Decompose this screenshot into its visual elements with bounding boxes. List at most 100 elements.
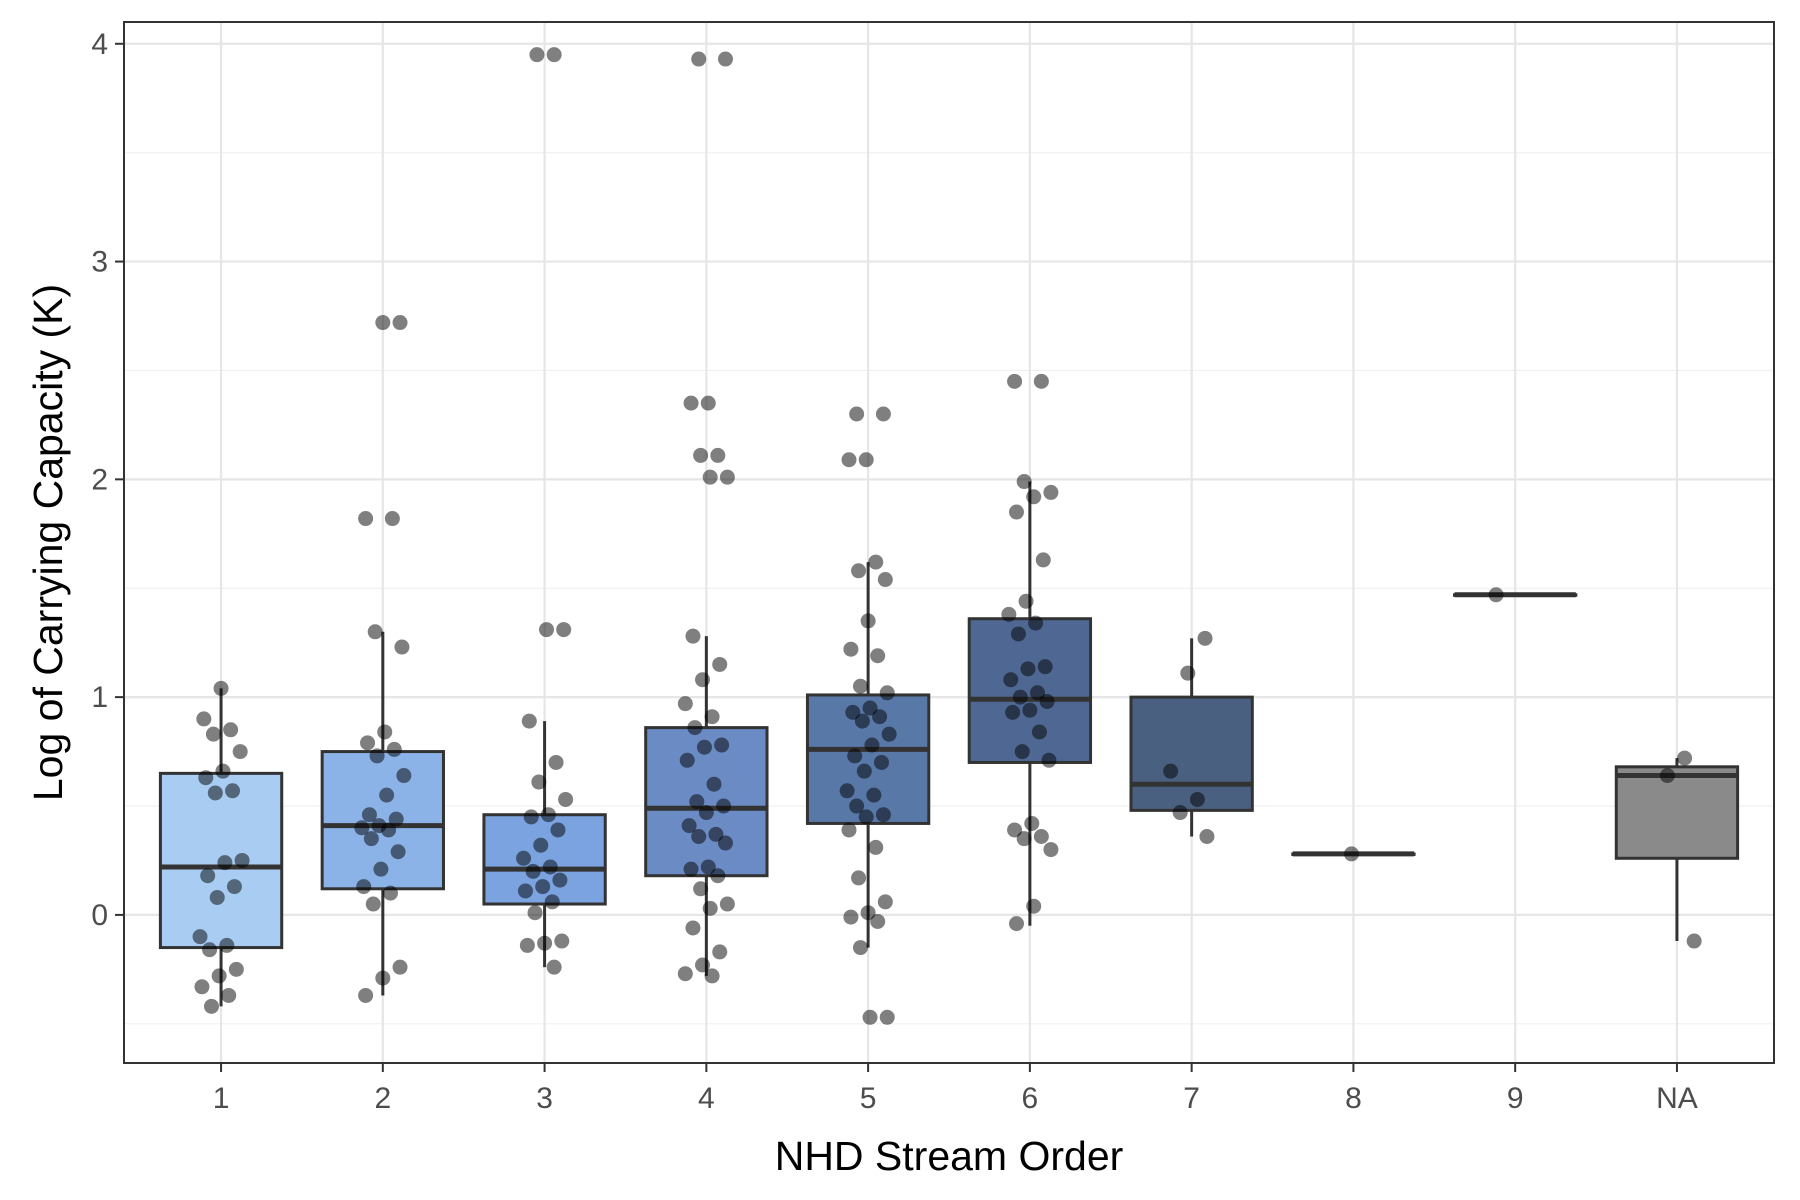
data-point bbox=[879, 1009, 895, 1025]
data-point bbox=[879, 685, 895, 701]
data-point bbox=[687, 720, 703, 736]
data-point bbox=[681, 818, 697, 834]
data-point bbox=[696, 739, 712, 755]
data-point bbox=[860, 905, 876, 921]
data-point bbox=[1043, 842, 1059, 858]
data-point bbox=[194, 979, 210, 995]
data-point bbox=[192, 929, 208, 945]
box-body bbox=[1129, 695, 1254, 812]
data-point bbox=[209, 889, 225, 905]
data-point bbox=[384, 511, 400, 527]
box-NA bbox=[1614, 758, 1740, 942]
data-point bbox=[200, 868, 216, 884]
data-point bbox=[358, 511, 374, 527]
data-point bbox=[849, 406, 865, 422]
box-2 bbox=[320, 631, 445, 996]
data-point bbox=[875, 406, 891, 422]
data-point bbox=[1197, 630, 1213, 646]
data-point bbox=[228, 961, 244, 977]
data-point bbox=[358, 987, 374, 1003]
y-axis-title: Log of Carrying Capacity (K) bbox=[25, 284, 71, 801]
data-point bbox=[521, 713, 537, 729]
data-point bbox=[394, 639, 410, 655]
data-point bbox=[552, 872, 568, 888]
data-point bbox=[1163, 763, 1179, 779]
y-tick-label: 3 bbox=[91, 246, 108, 279]
data-point bbox=[234, 852, 250, 868]
data-point bbox=[1172, 805, 1188, 821]
data-point bbox=[877, 572, 893, 588]
data-point bbox=[1010, 626, 1026, 642]
data-point bbox=[367, 624, 383, 640]
data-point bbox=[223, 722, 239, 738]
data-point bbox=[843, 909, 859, 925]
data-point bbox=[875, 807, 891, 823]
data-point bbox=[1022, 702, 1038, 718]
data-point bbox=[841, 452, 857, 468]
box-body bbox=[482, 813, 607, 906]
data-point bbox=[864, 737, 880, 753]
data-point bbox=[373, 861, 389, 877]
data-point bbox=[849, 798, 865, 814]
data-point bbox=[1037, 659, 1053, 675]
data-point bbox=[719, 469, 735, 485]
data-point bbox=[360, 735, 376, 751]
x-tick-label: 9 bbox=[1507, 1082, 1524, 1115]
data-point bbox=[202, 942, 218, 958]
data-point bbox=[708, 826, 724, 842]
data-point bbox=[217, 855, 233, 871]
data-point bbox=[215, 763, 231, 779]
data-point bbox=[1033, 373, 1049, 389]
data-point bbox=[375, 315, 391, 331]
data-point bbox=[529, 47, 545, 63]
y-tick-label: 2 bbox=[91, 463, 108, 496]
data-point bbox=[856, 763, 872, 779]
data-point bbox=[221, 987, 237, 1003]
data-point bbox=[862, 700, 878, 716]
data-point bbox=[556, 622, 572, 638]
data-point bbox=[710, 868, 726, 884]
panel-border bbox=[123, 21, 1775, 1064]
data-point bbox=[841, 822, 857, 838]
data-point bbox=[677, 696, 693, 712]
data-point bbox=[683, 861, 699, 877]
data-point bbox=[881, 726, 897, 742]
data-point bbox=[1686, 933, 1702, 949]
data-point bbox=[392, 315, 408, 331]
data-point bbox=[1677, 750, 1693, 766]
data-point bbox=[219, 937, 235, 953]
data-point bbox=[852, 678, 868, 694]
data-point bbox=[877, 894, 893, 910]
y-tick-label: 1 bbox=[91, 681, 108, 714]
data-point bbox=[1030, 685, 1046, 701]
data-point bbox=[1041, 752, 1057, 768]
data-point bbox=[677, 966, 693, 982]
data-point bbox=[714, 737, 730, 753]
data-point bbox=[527, 905, 543, 921]
data-point bbox=[1344, 846, 1359, 862]
data-point bbox=[533, 837, 549, 853]
x-tick-label: 2 bbox=[374, 1082, 391, 1115]
data-point bbox=[868, 839, 884, 855]
data-point bbox=[702, 469, 718, 485]
data-point bbox=[213, 680, 229, 696]
data-point bbox=[196, 711, 212, 727]
x-axis: 1 2 3 4 5 6 7 8 9 NA bbox=[213, 1063, 1698, 1115]
box-9 bbox=[1453, 592, 1578, 598]
data-point bbox=[858, 452, 874, 468]
data-point bbox=[540, 807, 556, 823]
data-point bbox=[852, 940, 868, 956]
data-point bbox=[1039, 693, 1055, 709]
data-point bbox=[691, 829, 707, 845]
data-point bbox=[685, 628, 701, 644]
data-point bbox=[1180, 665, 1196, 681]
data-point bbox=[693, 881, 709, 897]
y-tick-label: 0 bbox=[91, 899, 108, 932]
data-point bbox=[535, 879, 551, 895]
data-point bbox=[1016, 474, 1032, 490]
data-point bbox=[704, 709, 720, 725]
data-point bbox=[544, 894, 560, 910]
data-point bbox=[546, 959, 562, 975]
data-point bbox=[1488, 587, 1504, 603]
data-point bbox=[1014, 744, 1030, 760]
